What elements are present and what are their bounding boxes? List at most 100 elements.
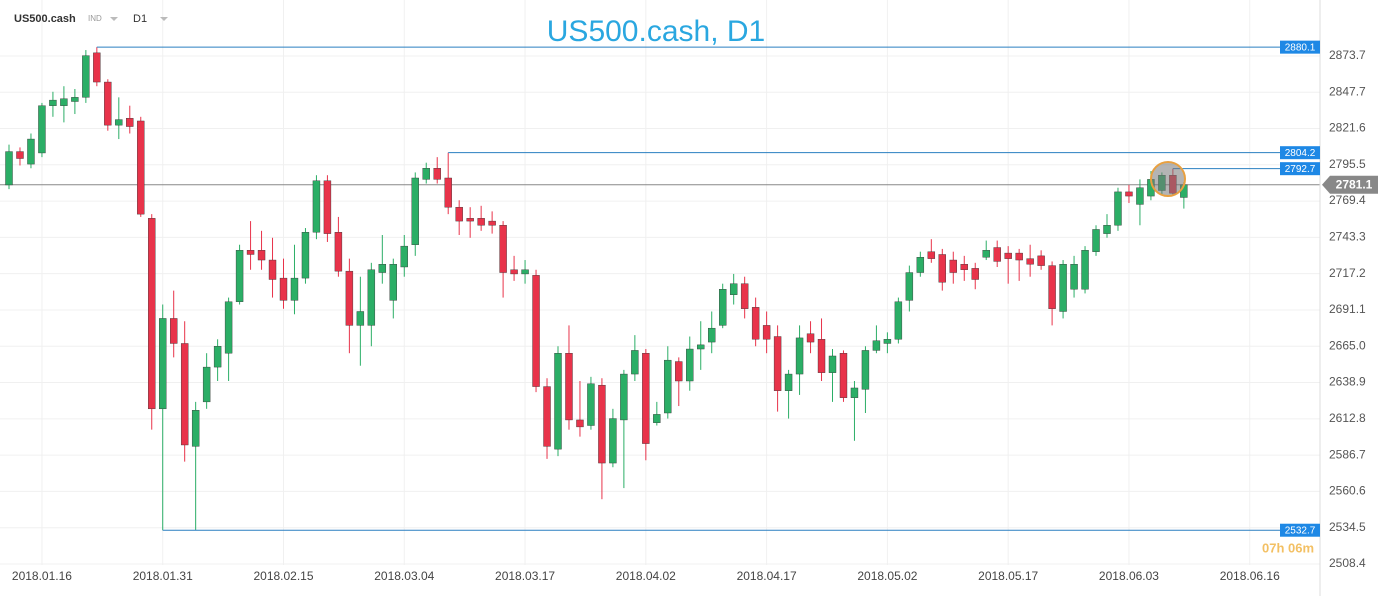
candle-body bbox=[729, 283, 738, 295]
candle-body bbox=[191, 410, 200, 447]
candle-body bbox=[345, 270, 354, 326]
candle-body bbox=[433, 168, 441, 180]
candle-body bbox=[1070, 264, 1078, 290]
candle-body bbox=[839, 353, 848, 398]
candle-body bbox=[499, 225, 507, 273]
candle-body bbox=[224, 301, 233, 354]
candle-body bbox=[806, 333, 815, 343]
x-tick-label: 2018.02.15 bbox=[253, 569, 313, 583]
candle-body bbox=[235, 250, 244, 302]
candle-body bbox=[246, 250, 255, 255]
level-badge bbox=[1280, 146, 1320, 160]
candle-body bbox=[422, 168, 430, 180]
candle-body bbox=[137, 120, 145, 215]
candle-body bbox=[5, 151, 13, 186]
candle-body bbox=[762, 325, 771, 340]
candle-body bbox=[620, 373, 628, 421]
candle-body bbox=[180, 343, 189, 446]
y-tick-label: 2847.7 bbox=[1329, 84, 1366, 98]
candle-body bbox=[861, 350, 870, 390]
candle-body bbox=[389, 264, 397, 301]
candle-body bbox=[477, 218, 485, 226]
y-tick-label: 2612.8 bbox=[1329, 411, 1366, 425]
candle-body bbox=[642, 353, 650, 444]
x-tick-label: 2018.06.03 bbox=[1099, 569, 1159, 583]
x-tick-label: 2018.04.02 bbox=[616, 569, 676, 583]
candle-body bbox=[740, 283, 749, 309]
y-tick-label: 2769.4 bbox=[1329, 193, 1366, 207]
countdown: 07h 06m bbox=[1262, 540, 1314, 555]
candle-body bbox=[795, 337, 804, 375]
candle-body bbox=[949, 259, 957, 273]
candle-body bbox=[883, 339, 892, 344]
candle-body bbox=[1136, 187, 1144, 205]
candle-body bbox=[115, 119, 123, 126]
candle-body bbox=[532, 275, 540, 387]
candle-body bbox=[993, 247, 1001, 262]
x-tick-label: 2018.05.17 bbox=[978, 569, 1038, 583]
candle-body bbox=[1059, 264, 1067, 312]
candle-body bbox=[93, 52, 101, 83]
y-tick-label: 2534.5 bbox=[1329, 520, 1366, 534]
candle-body bbox=[1004, 252, 1012, 259]
candle-body bbox=[894, 301, 903, 340]
candle-body bbox=[653, 414, 661, 423]
y-tick-label: 2638.9 bbox=[1329, 375, 1366, 389]
candle-body bbox=[708, 327, 716, 343]
level-label: 2792.7 bbox=[1285, 164, 1316, 175]
candle-body bbox=[554, 353, 562, 450]
timeframe[interactable]: D1 bbox=[133, 13, 147, 25]
candle-body bbox=[850, 387, 859, 398]
candle-body bbox=[356, 311, 365, 326]
y-tick-label: 2873.7 bbox=[1329, 48, 1366, 62]
candle-body bbox=[60, 98, 68, 106]
candle-body bbox=[1015, 252, 1023, 261]
candle-body bbox=[784, 373, 793, 391]
y-tick-label: 2821.6 bbox=[1329, 121, 1366, 135]
candle-body bbox=[751, 307, 760, 340]
y-tick-label: 2743.3 bbox=[1329, 230, 1366, 244]
candle-body bbox=[587, 383, 595, 426]
candle-body bbox=[27, 138, 35, 165]
candle-body bbox=[169, 318, 178, 344]
candle-body bbox=[213, 346, 222, 368]
candle-body bbox=[455, 206, 463, 222]
level-label: 2804.2 bbox=[1285, 148, 1316, 159]
highlight bbox=[1150, 161, 1186, 197]
candle-body bbox=[202, 366, 211, 403]
candle-body bbox=[1048, 265, 1056, 309]
symbol[interactable]: US500.cash bbox=[14, 13, 76, 25]
candle-body bbox=[1114, 191, 1122, 226]
candle-body bbox=[631, 350, 639, 375]
candle-body bbox=[367, 269, 376, 326]
candle-body bbox=[301, 232, 310, 279]
x-tick-label: 2018.04.17 bbox=[737, 569, 797, 583]
level-label: 2532.7 bbox=[1285, 525, 1316, 536]
dropdown-arrow[interactable] bbox=[110, 17, 118, 21]
x-tick-label: 2018.03.04 bbox=[374, 569, 434, 583]
candle-body bbox=[1125, 191, 1133, 197]
dropdown-arrow[interactable] bbox=[160, 17, 168, 21]
candle-body bbox=[82, 55, 90, 98]
x-tick-label: 2018.03.17 bbox=[495, 569, 555, 583]
candle-body bbox=[773, 336, 782, 391]
level-badge bbox=[1280, 162, 1320, 176]
market[interactable]: IND bbox=[88, 14, 102, 23]
candle-body bbox=[49, 99, 57, 106]
candle-body bbox=[71, 97, 79, 102]
last-price-label: 2781.1 bbox=[1336, 177, 1373, 191]
candle-body bbox=[543, 386, 551, 447]
candle-body bbox=[290, 277, 299, 301]
candle-body bbox=[510, 269, 518, 275]
x-tick-label: 2018.05.02 bbox=[857, 569, 917, 583]
candle-body bbox=[971, 268, 979, 280]
x-tick-label: 2018.01.16 bbox=[12, 569, 72, 583]
candle-body bbox=[378, 264, 387, 273]
candle-body bbox=[334, 232, 343, 272]
candle-body bbox=[1103, 225, 1111, 234]
candle-body bbox=[609, 418, 617, 464]
candle-body bbox=[938, 254, 946, 283]
candle-body bbox=[279, 277, 288, 301]
candle-body bbox=[960, 264, 968, 270]
